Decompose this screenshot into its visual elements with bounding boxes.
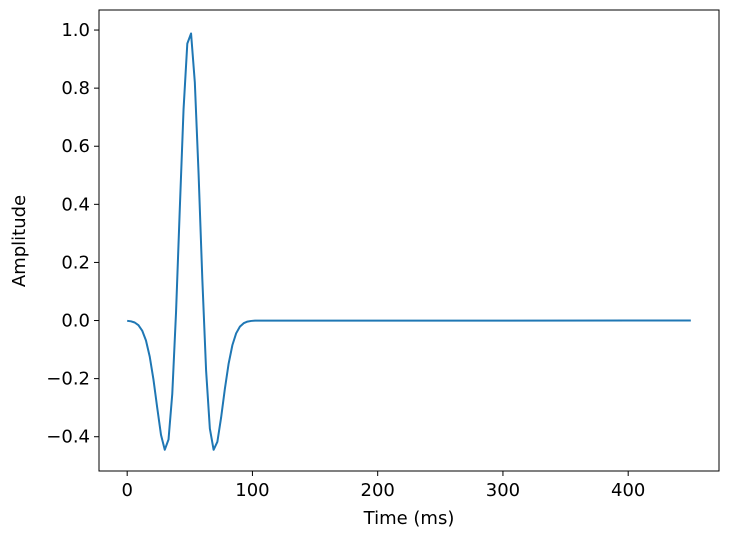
y-tick-label: 1.0: [61, 20, 90, 41]
x-tick-label: 300: [486, 480, 520, 501]
y-tick-label: −0.2: [46, 369, 90, 390]
y-tick-label: 0.2: [61, 252, 90, 273]
x-tick-label: 0: [121, 480, 132, 501]
y-tick-label: −0.4: [46, 427, 90, 448]
x-tick-label: 400: [611, 480, 645, 501]
y-tick-label: 0.4: [61, 194, 90, 215]
line: [127, 32, 691, 451]
x-axis-label: Time (ms): [363, 508, 455, 529]
y-axis-label: Amplitude: [9, 195, 30, 287]
x-tick-label: 100: [235, 480, 269, 501]
plot-frame: [98, 9, 720, 472]
x-tick-label: 200: [361, 480, 395, 501]
y-tick-label: 0.6: [61, 136, 90, 157]
y-tick-label: 0.8: [61, 78, 90, 99]
y-tick-label: 0.0: [61, 311, 90, 332]
